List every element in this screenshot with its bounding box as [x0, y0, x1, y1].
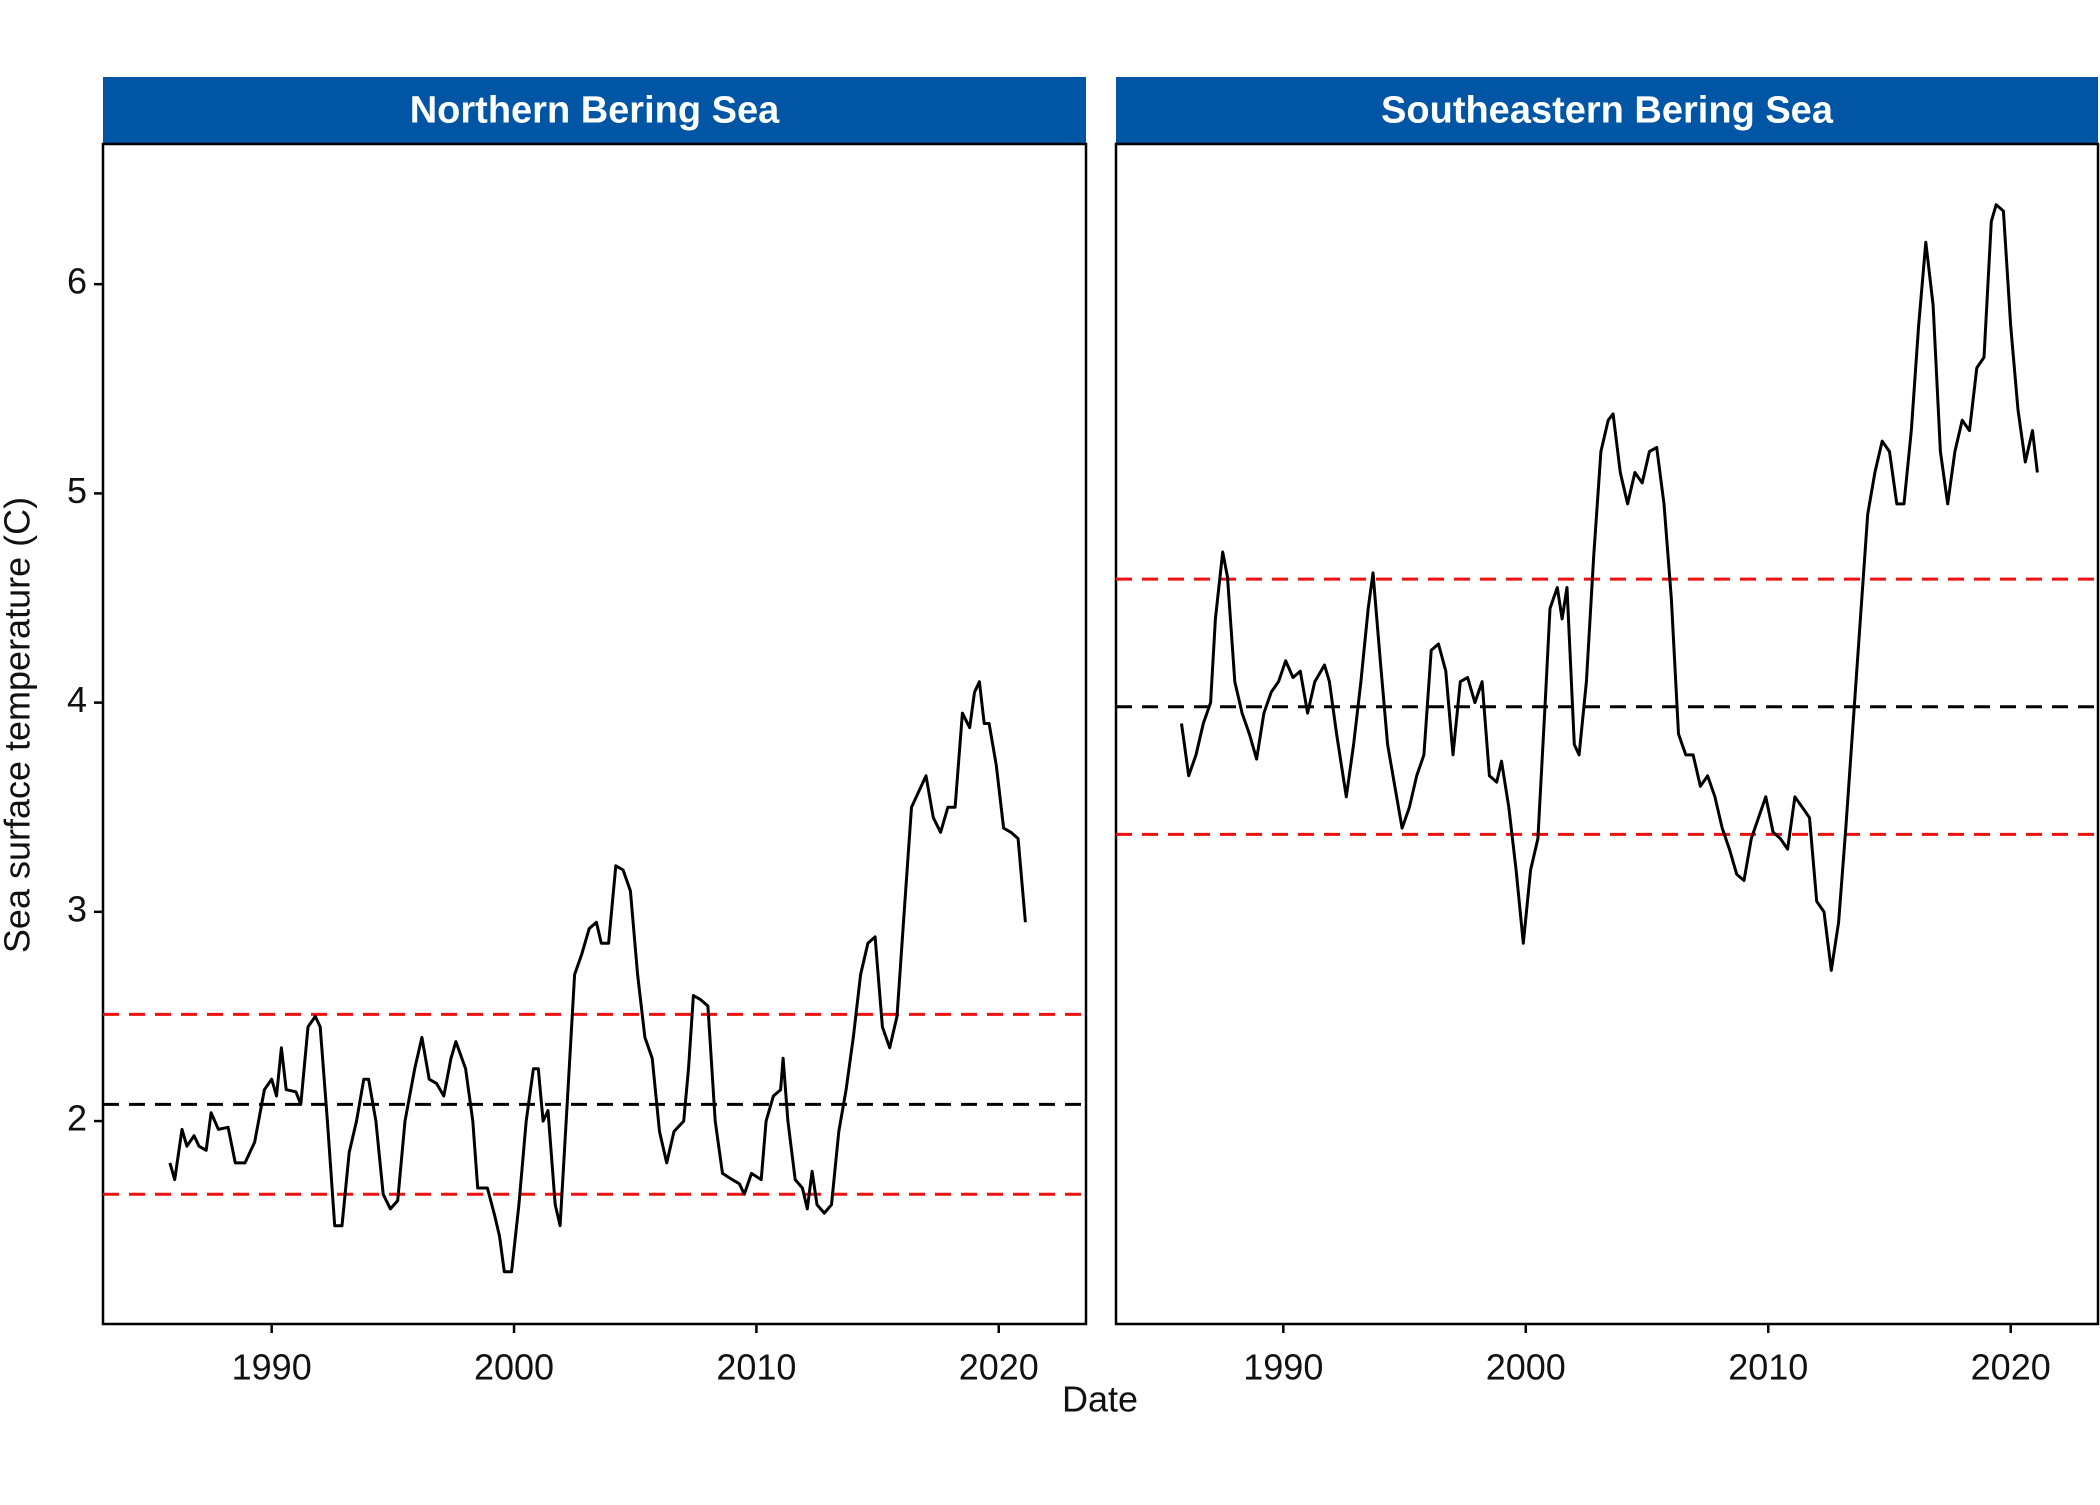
x-tick-label: 1990: [232, 1347, 312, 1388]
data-line: [1180, 203, 2039, 972]
data-line: [168, 680, 1027, 1274]
y-axis-label: Sea surface temperature (C): [0, 497, 38, 953]
x-tick-label: 1990: [1243, 1347, 1323, 1388]
x-tick-label: 2020: [959, 1347, 1039, 1388]
y-tick-label: 5: [67, 470, 87, 511]
x-tick-label: 2010: [1728, 1347, 1808, 1388]
x-tick-label: 2000: [1486, 1347, 1566, 1388]
y-tick-label: 3: [67, 888, 87, 929]
x-tick-label: 2010: [716, 1347, 796, 1388]
panel-strip: [103, 77, 1086, 144]
x-tick-label: 2020: [1971, 1347, 2051, 1388]
y-tick-label: 6: [67, 261, 87, 302]
y-tick-label: 2: [67, 1098, 87, 1139]
panel-border: [101, 142, 1088, 1326]
y-tick-label: 4: [67, 679, 87, 720]
panel-title: Southeastern Bering Sea: [1381, 90, 1834, 132]
panel-strip: [1116, 77, 2098, 144]
panel-title: Northern Bering Sea: [410, 90, 780, 132]
x-tick-label: 2000: [474, 1347, 554, 1388]
panel-border: [1114, 142, 2100, 1326]
x-axis-label: Date: [1062, 1379, 1138, 1420]
